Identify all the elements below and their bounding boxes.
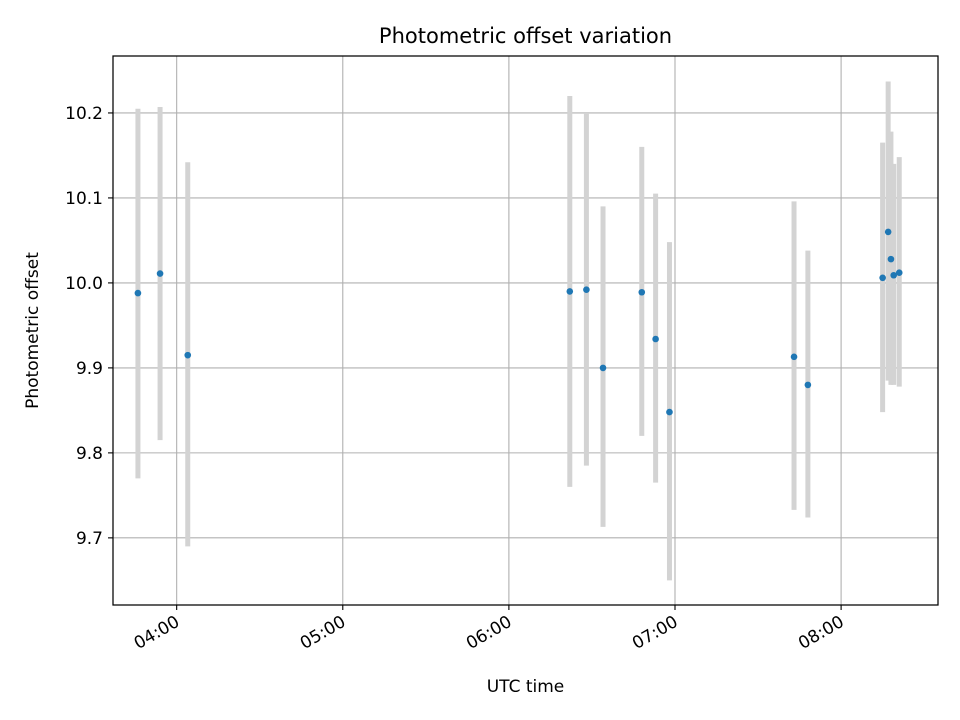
y-tick-label: 10.0: [65, 274, 103, 294]
grid: [113, 56, 938, 605]
data-point: [884, 228, 892, 236]
plot-frame: [112, 55, 939, 606]
data-point: [790, 353, 798, 361]
data-point: [156, 270, 164, 277]
data-point: [887, 255, 895, 263]
y-axis-title: Photometric offset: [23, 252, 43, 409]
chart-title: Photometric offset variation: [379, 24, 672, 48]
x-tick-label: 04:00: [131, 612, 183, 654]
y-tick-label: 9.7: [76, 529, 103, 549]
axis-ticks: 9.7 9.8 9.9 10.0 10.1 10.2 04:00 05:00 06:00 07:0…: [65, 104, 847, 654]
data-point: [804, 381, 812, 389]
y-tick-label: 9.9: [76, 359, 103, 379]
error-bars: [135, 81, 902, 581]
y-tick-label: 10.2: [65, 104, 103, 124]
data-point: [583, 286, 590, 294]
data-points: [134, 228, 903, 416]
data-point: [566, 288, 574, 295]
x-tick-label: 08:00: [795, 612, 847, 654]
data-point: [890, 271, 898, 279]
x-axis-title: UTC time: [487, 677, 565, 697]
x-tick-label: 06:00: [463, 612, 515, 654]
y-tick-label: 9.8: [76, 444, 103, 464]
y-tick-label: 10.1: [65, 189, 103, 209]
x-tick-label: 07:00: [629, 612, 681, 654]
data-point: [666, 408, 673, 416]
x-tick-label: 05:00: [297, 612, 349, 654]
data-point: [134, 289, 142, 297]
data-point: [895, 269, 903, 277]
data-point: [652, 335, 659, 343]
data-point: [638, 288, 646, 296]
data-point: [879, 274, 886, 282]
data-point: [599, 364, 607, 372]
data-point: [184, 351, 192, 359]
